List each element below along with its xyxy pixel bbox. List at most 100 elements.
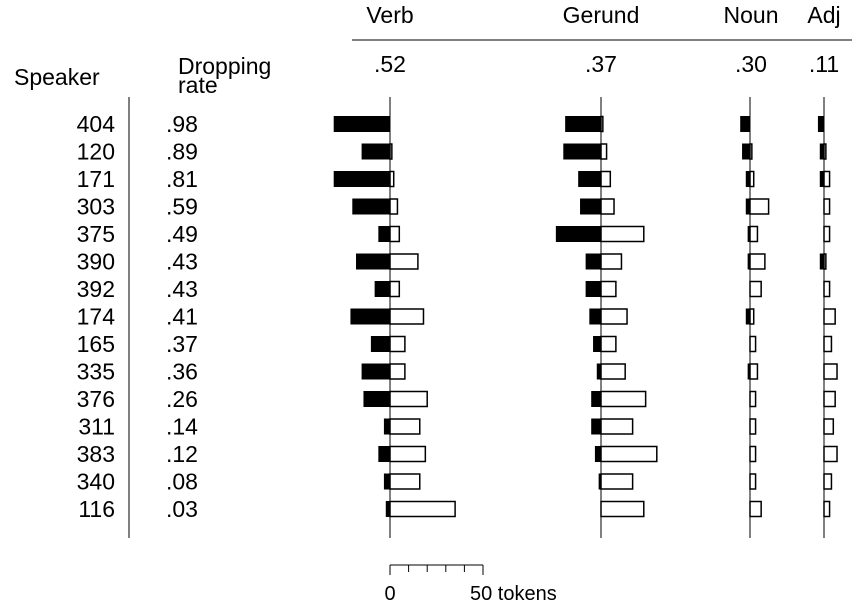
bar-retained-adj xyxy=(823,363,838,380)
bar-dropped-adj xyxy=(817,116,825,132)
category-rate-verb: .52 xyxy=(374,51,406,77)
bars xyxy=(333,115,838,518)
bar-retained-adj xyxy=(823,280,831,298)
bar-retained-verb xyxy=(389,390,428,408)
bar-retained-noun xyxy=(749,335,757,353)
bar-retained-gerund xyxy=(600,335,617,353)
bar-dropped-verb xyxy=(363,391,391,407)
bar-retained-noun xyxy=(749,418,757,435)
bar-dropped-gerund xyxy=(591,391,602,407)
bar-dropped-verb xyxy=(383,418,391,435)
bar-dropped-verb xyxy=(374,281,391,297)
bar-retained-adj xyxy=(823,225,831,243)
bar-dropped-verb xyxy=(383,473,391,490)
speaker-id: 390 xyxy=(77,249,115,275)
bar-retained-noun xyxy=(749,225,759,243)
category-rate-noun: .30 xyxy=(735,51,767,77)
bar-retained-noun xyxy=(749,170,755,188)
bar-dropped-verb xyxy=(378,226,391,242)
category-label-noun: Noun xyxy=(724,2,779,28)
bar-dropped-verb xyxy=(350,308,391,325)
speaker-dropping-rate: .59 xyxy=(166,194,198,220)
bar-retained-adj xyxy=(823,335,833,353)
bar-retained-noun xyxy=(749,280,762,298)
category-axis-lines xyxy=(389,97,825,538)
bar-retained-gerund xyxy=(600,473,634,490)
speaker-dropping-rate: .12 xyxy=(166,441,198,467)
bar-retained-noun xyxy=(749,363,759,380)
speaker-dropping-rate: .81 xyxy=(166,166,198,192)
speaker-dropping-rate: .43 xyxy=(166,276,198,302)
category-rate-adj: .11 xyxy=(809,51,839,77)
bar-retained-adj xyxy=(823,170,831,188)
speaker-dropping-rate: .08 xyxy=(166,469,198,495)
bar-retained-gerund xyxy=(600,390,647,408)
bar-dropped-verb xyxy=(370,336,391,352)
bar-retained-verb xyxy=(389,473,421,490)
speaker-id: 303 xyxy=(77,194,115,220)
category-label-gerund: Gerund xyxy=(563,2,640,28)
bar-dropped-verb xyxy=(352,198,391,215)
bar-retained-gerund xyxy=(600,500,645,518)
bar-retained-adj xyxy=(823,198,831,215)
bar-retained-verb xyxy=(389,445,427,463)
bar-retained-verb xyxy=(389,308,425,325)
bar-retained-verb xyxy=(389,418,421,435)
bar-retained-noun xyxy=(749,500,762,518)
bar-retained-verb xyxy=(389,335,406,353)
bar-retained-adj xyxy=(823,445,838,463)
bar-retained-adj xyxy=(823,418,835,435)
scale-label-max: 50 tokens xyxy=(470,583,557,605)
bar-dropped-verb xyxy=(333,171,391,187)
bar-dropped-gerund xyxy=(565,116,602,132)
speaker-dropping-rate: .43 xyxy=(166,249,198,275)
speaker-id: 375 xyxy=(77,221,115,247)
speaker-id: 392 xyxy=(77,276,115,302)
speaker-dropping-rate: .98 xyxy=(166,111,198,137)
category-headers: Verb .52 Gerund .37 Noun .30 Adj .11 xyxy=(366,2,840,77)
speaker-dropping-rate: .37 xyxy=(166,331,198,357)
bar-dropped-gerund xyxy=(594,446,602,462)
bar-dropped-gerund xyxy=(578,171,602,187)
bar-retained-verb xyxy=(389,198,399,215)
token-scale: 0 50 tokens xyxy=(384,564,557,605)
bar-dropped-verb xyxy=(361,143,391,160)
bar-retained-gerund xyxy=(600,143,608,160)
bar-retained-gerund xyxy=(600,198,615,215)
header: Speaker Dropping rate xyxy=(14,39,852,538)
bar-retained-gerund xyxy=(600,170,612,188)
bar-dropped-verb xyxy=(378,446,391,462)
bar-retained-gerund xyxy=(600,418,634,435)
bar-dropped-gerund xyxy=(593,336,602,352)
bar-dropped-gerund xyxy=(563,143,602,160)
bar-dropped-gerund xyxy=(585,253,602,270)
bar-retained-noun xyxy=(749,308,755,325)
speaker-id: 335 xyxy=(77,359,115,385)
bar-retained-verb xyxy=(389,253,419,270)
bar-retained-adj xyxy=(823,473,833,490)
bar-dropped-gerund xyxy=(555,226,602,242)
bar-dropped-gerund xyxy=(589,308,602,325)
bar-retained-verb xyxy=(389,363,406,380)
bar-retained-adj xyxy=(823,308,836,325)
bar-dropped-verb xyxy=(333,116,391,132)
bar-retained-gerund xyxy=(600,363,626,380)
bar-dropped-noun xyxy=(742,143,751,160)
speaker-id: 120 xyxy=(77,139,115,165)
bar-dropped-noun xyxy=(740,116,751,132)
category-rate-gerund: .37 xyxy=(585,51,617,77)
bar-retained-gerund xyxy=(600,308,628,325)
bar-retained-gerund xyxy=(600,445,658,463)
speaker-column-header: Speaker xyxy=(14,64,100,90)
bar-retained-adj xyxy=(823,390,836,408)
bar-retained-verb xyxy=(389,280,401,298)
speaker-id: 383 xyxy=(77,441,115,467)
speaker-id: 116 xyxy=(78,496,115,522)
bar-retained-noun xyxy=(749,253,766,270)
bar-dropped-gerund xyxy=(585,281,602,297)
speaker-id: 340 xyxy=(77,469,115,495)
scale-label-min: 0 xyxy=(384,583,395,605)
speaker-dropping-rate: .14 xyxy=(166,414,198,440)
speaker-dropping-rate: .41 xyxy=(166,304,198,330)
